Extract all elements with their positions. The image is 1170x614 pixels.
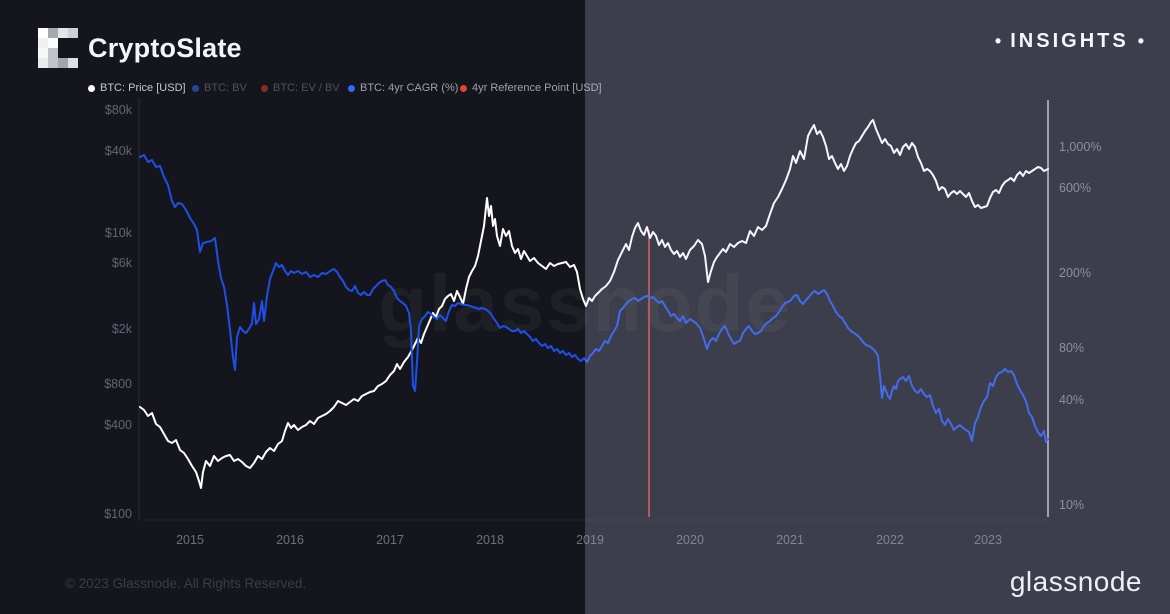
- logo-mosaic-cell: [48, 48, 58, 58]
- legend-dot-icon: [88, 84, 95, 92]
- logo-mosaic-cell: [58, 28, 68, 38]
- legend-dot-icon: [192, 84, 199, 92]
- axis-tick-label: $100: [104, 507, 132, 521]
- axis-tick-label: 1,000%: [1059, 140, 1102, 154]
- legend-item[interactable]: BTC: 4yr CAGR (%): [348, 82, 458, 94]
- bullet-icon: •: [1137, 31, 1144, 51]
- logo-mosaic-cell: [48, 58, 58, 68]
- legend-item[interactable]: BTC: EV / BV: [261, 82, 340, 94]
- glassnode-wordmark: glassnode: [1009, 566, 1142, 597]
- legend-label: BTC: EV / BV: [273, 82, 340, 94]
- legend-dot-icon: [261, 84, 268, 92]
- axis-tick-label: 2018: [476, 533, 504, 547]
- legend-label: BTC: Price [USD]: [100, 82, 186, 94]
- axis-tick-label: 2023: [974, 533, 1002, 547]
- copyright-text: © 2023 Glassnode. All Rights Reserved.: [65, 576, 307, 591]
- logo-mosaic-cell: [68, 28, 78, 38]
- axis-tick-label: 2017: [376, 533, 404, 547]
- axis-tick-label: 200%: [1059, 266, 1091, 280]
- bullet-icon: •: [994, 31, 1002, 51]
- axis-tick-label: 600%: [1059, 181, 1091, 195]
- axis-tick-label: $6k: [111, 256, 132, 270]
- axis-tick-label: $40k: [104, 144, 132, 158]
- axis-tick-label: 40%: [1059, 393, 1085, 407]
- chart-legend: BTC: Price [USD] BTC: BV BTC: EV / BV BTC: …: [0, 82, 1170, 96]
- cryptoslate-logo-icon: [38, 28, 78, 68]
- axis-tick-label: $2k: [111, 322, 132, 336]
- logo-mosaic-cell: [68, 58, 78, 68]
- axis-tick-label: $800: [104, 377, 132, 391]
- legend-item[interactable]: 4yr Reference Point [USD]: [460, 82, 602, 94]
- axis-tick-label: 2021: [776, 533, 804, 547]
- legend-label: BTC: 4yr CAGR (%): [360, 82, 459, 94]
- logo-mosaic-cell: [58, 58, 68, 68]
- logo-mosaic-cell: [38, 48, 48, 58]
- axis-tick-label: 10%: [1059, 498, 1085, 512]
- cryptoslate-wordmark: CryptoSlate: [88, 33, 242, 63]
- logo-mosaic-cell: [48, 38, 58, 48]
- series-line-btc-price-usd-: [139, 119, 1049, 489]
- legend-item[interactable]: BTC: BV: [192, 82, 247, 94]
- legend-dot-icon: [348, 84, 355, 92]
- logo-mosaic-cell: [38, 38, 48, 48]
- logo-mosaic-cell: [38, 58, 48, 68]
- axis-tick-label: 2022: [876, 533, 904, 547]
- insights-label: INSIGHTS: [1010, 30, 1129, 52]
- legend-label: 4yr Reference Point [USD]: [472, 82, 602, 94]
- legend-label: BTC: BV: [204, 82, 247, 94]
- insights-badge: • INSIGHTS •: [995, 30, 1144, 53]
- axis-tick-label: 2016: [276, 533, 304, 547]
- axis-tick-label: 2019: [576, 533, 604, 547]
- logo-mosaic-cell: [48, 28, 58, 38]
- legend-dot-icon: [460, 84, 467, 92]
- axis-tick-label: 2020: [676, 533, 704, 547]
- axis-tick-label: $10k: [104, 226, 132, 240]
- axis-tick-label: $400: [104, 418, 132, 432]
- logo-mosaic-cell: [38, 28, 48, 38]
- axis-tick-label: 2015: [176, 533, 204, 547]
- axis-tick-label: 80%: [1059, 341, 1085, 355]
- axis-tick-label: $80k: [104, 103, 132, 117]
- series-line-btc-4yr-cagr-: [139, 154, 1049, 443]
- legend-item[interactable]: BTC: Price [USD]: [88, 82, 186, 94]
